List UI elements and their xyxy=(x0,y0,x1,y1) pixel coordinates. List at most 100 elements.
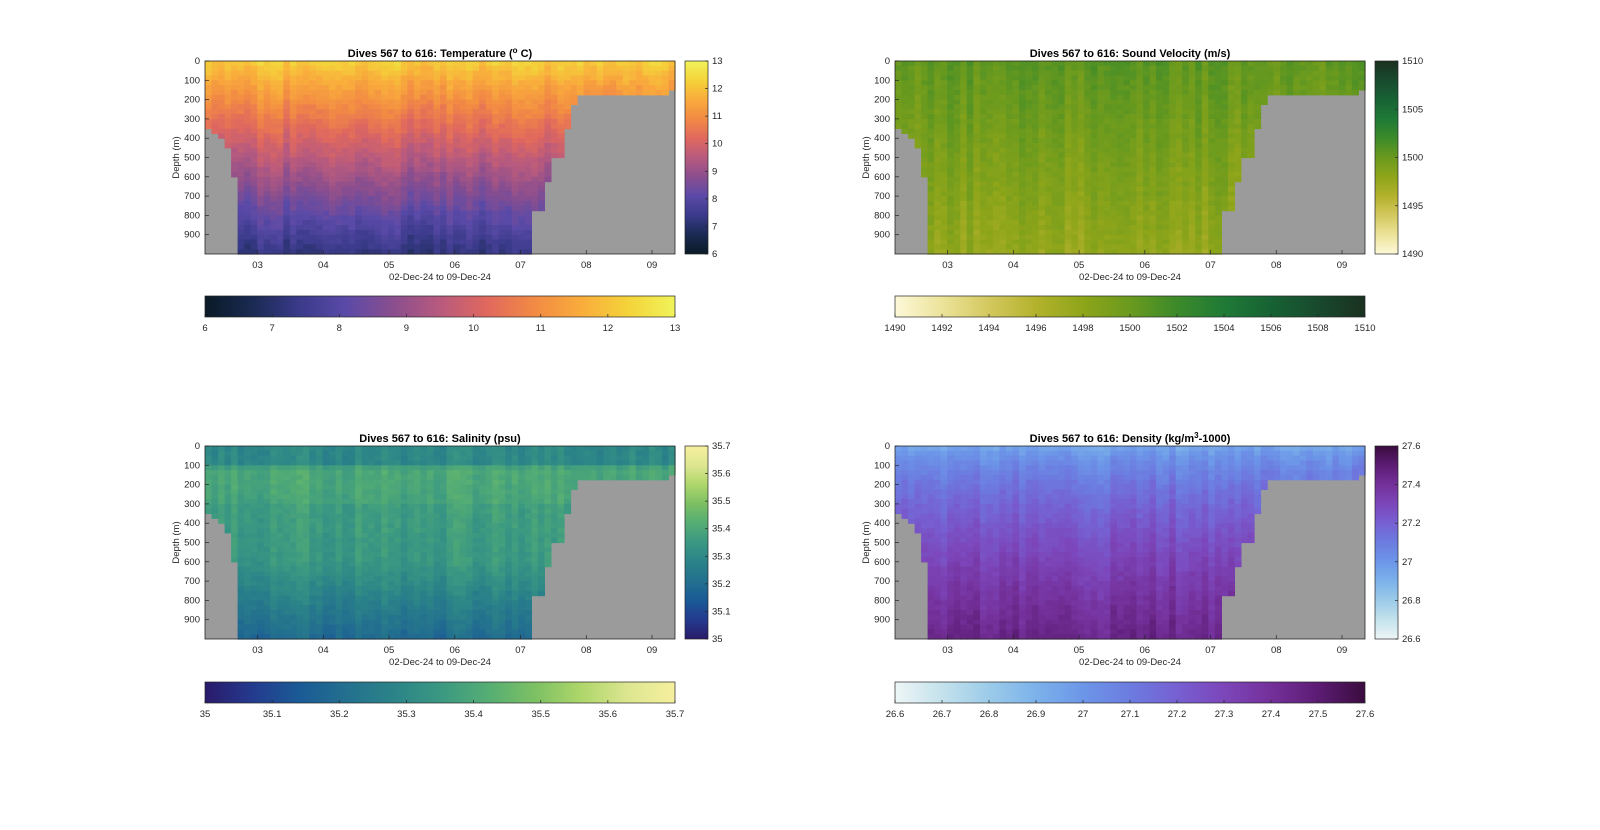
heatmap-cell xyxy=(1110,114,1118,120)
heatmap-cell xyxy=(426,205,434,212)
colorbar-tick-label: 1500 xyxy=(1402,153,1423,164)
heatmap-cell xyxy=(244,518,252,524)
heatmap-cell xyxy=(440,90,448,96)
heatmap-cell xyxy=(1116,196,1124,202)
heatmap-cell xyxy=(270,610,278,616)
heatmap-cell xyxy=(1038,80,1046,86)
heatmap-cell xyxy=(1234,90,1242,96)
heatmap-cell xyxy=(1149,75,1157,81)
heatmap-cell xyxy=(263,157,271,163)
heatmap-cell xyxy=(498,167,506,173)
heatmap-cell xyxy=(1195,167,1203,173)
heatmap-cell xyxy=(914,114,922,120)
heatmap-cell xyxy=(335,220,343,226)
heatmap-cell xyxy=(335,104,343,110)
heatmap-cell xyxy=(992,118,1000,125)
heatmap-cell xyxy=(1045,128,1053,134)
heatmap-cell xyxy=(966,181,974,187)
heatmap-cell xyxy=(466,200,474,207)
heatmap-cell xyxy=(953,215,961,221)
heatmap-cell xyxy=(1077,157,1085,163)
heatmap-cell xyxy=(999,109,1007,115)
heatmap-cell xyxy=(374,143,382,149)
heatmap-cell xyxy=(276,172,284,178)
heatmap-cell xyxy=(1012,147,1020,154)
heatmap-cell xyxy=(335,157,343,163)
heatmap-cell xyxy=(270,552,278,558)
heatmap-cell xyxy=(466,186,474,192)
heatmap-cell xyxy=(1064,143,1072,149)
heatmap-cell xyxy=(1097,85,1105,91)
heatmap-cell xyxy=(218,446,226,452)
heatmap-cell xyxy=(1116,61,1124,67)
heatmap-cell xyxy=(289,576,297,582)
heatmap-cell xyxy=(485,220,493,226)
heatmap-cell xyxy=(283,605,291,611)
heatmap-cell xyxy=(940,186,948,192)
heatmap-cell xyxy=(426,114,434,120)
heatmap-cell xyxy=(940,210,948,216)
heatmap-cell xyxy=(1227,147,1235,154)
heatmap-cell xyxy=(479,215,487,221)
heatmap-cell xyxy=(1143,152,1151,159)
heatmap-cell xyxy=(263,532,271,539)
heatmap-cell xyxy=(394,220,402,226)
heatmap-cell xyxy=(524,210,532,216)
heatmap-cell xyxy=(302,234,310,241)
heatmap-cell xyxy=(459,186,467,192)
heatmap-cell xyxy=(1175,152,1183,159)
heatmap-cell xyxy=(1156,239,1164,245)
heatmap-cell xyxy=(564,94,572,101)
heatmap-cell xyxy=(1071,181,1079,187)
heatmap-cell xyxy=(459,70,467,77)
heatmap-cell xyxy=(973,65,981,72)
heatmap-cell xyxy=(355,229,363,236)
heatmap-cell xyxy=(361,176,369,183)
heatmap-cell xyxy=(953,225,961,231)
heatmap-cell xyxy=(237,450,245,457)
heatmap-cell xyxy=(622,75,630,81)
heatmap-cell xyxy=(276,215,284,221)
heatmap-cell xyxy=(348,114,356,120)
heatmap-cell xyxy=(1051,123,1059,130)
heatmap-cell xyxy=(616,90,624,96)
heatmap-cell xyxy=(999,186,1007,192)
heatmap-cell xyxy=(283,499,291,505)
heatmap-cell xyxy=(400,90,408,96)
heatmap-cell xyxy=(1025,65,1033,72)
heatmap-cell xyxy=(263,205,271,212)
heatmap-cell xyxy=(648,90,656,96)
heatmap-cell xyxy=(947,75,955,81)
heatmap-cell xyxy=(374,114,382,120)
heatmap-cell xyxy=(498,143,506,149)
heatmap-cell xyxy=(1136,90,1144,96)
heatmap-cell xyxy=(237,94,245,101)
heatmap-cell xyxy=(485,133,493,139)
heatmap-cell xyxy=(283,118,291,125)
heatmap-cell xyxy=(1332,90,1340,96)
heatmap-cell xyxy=(1149,133,1157,139)
heatmap-cell xyxy=(1227,181,1235,187)
heatmap-cell xyxy=(947,176,955,183)
heatmap-cell xyxy=(296,200,304,207)
heatmap-cell xyxy=(1038,229,1046,236)
heatmap-cell xyxy=(1084,114,1092,120)
heatmap-cell xyxy=(1162,239,1170,245)
heatmap-cell xyxy=(498,239,506,245)
heatmap-cell xyxy=(914,99,922,105)
heatmap-cell xyxy=(551,75,559,81)
heatmap-cell xyxy=(1169,191,1177,197)
heatmap-cell xyxy=(1019,104,1027,110)
heatmap-cell xyxy=(524,234,532,241)
heatmap-cell xyxy=(1116,244,1124,250)
heatmap-cell xyxy=(289,619,297,626)
heatmap-cell xyxy=(1064,65,1072,72)
heatmap-cell xyxy=(518,196,526,202)
heatmap-cell xyxy=(263,460,271,466)
heatmap-cell xyxy=(257,590,265,597)
heatmap-cell xyxy=(361,85,369,91)
heatmap-cell xyxy=(1182,172,1190,178)
heatmap-cell xyxy=(1214,215,1222,221)
heatmap-cell xyxy=(973,191,981,197)
heatmap-cell xyxy=(224,479,232,486)
